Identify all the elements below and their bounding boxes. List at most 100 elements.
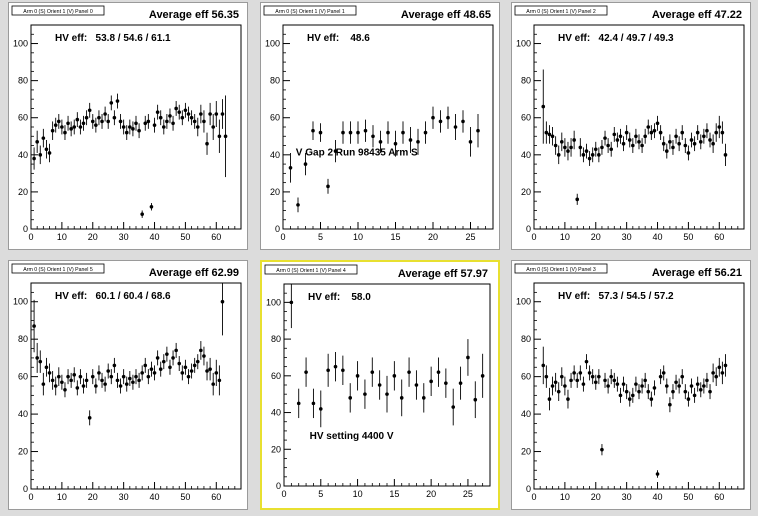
hv-eff-label: HV eff: 53.8 / 54.6 / 61.1 xyxy=(55,33,171,44)
pad-panel-2[interactable]: Arm 0 (S) Orient 1 (V) Panel 2 Average ef… xyxy=(511,2,751,250)
data-point xyxy=(652,128,657,133)
data-point xyxy=(100,378,104,383)
average-eff-label: Average eff 57.97 xyxy=(398,268,488,280)
data-point xyxy=(658,130,663,135)
y-tick-label: 0 xyxy=(23,484,28,494)
data-point xyxy=(680,374,685,379)
y-tick-label: 20 xyxy=(521,187,531,197)
data-point xyxy=(593,380,598,385)
data-point xyxy=(134,374,138,379)
data-point xyxy=(69,378,73,383)
data-point xyxy=(90,374,95,379)
y-tick-label: 40 xyxy=(270,150,280,160)
data-point xyxy=(572,138,576,142)
data-point xyxy=(584,359,589,364)
x-tick-label: 60 xyxy=(714,232,724,242)
data-point xyxy=(363,128,368,133)
data-point xyxy=(50,378,55,383)
data-point xyxy=(84,378,89,383)
data-point xyxy=(612,132,617,137)
data-point xyxy=(569,378,573,383)
data-point xyxy=(431,115,435,120)
x-tick-label: 30 xyxy=(119,492,129,502)
data-point xyxy=(171,121,175,126)
data-point xyxy=(692,393,697,398)
y-tick-label: 60 xyxy=(521,372,531,382)
data-point xyxy=(671,145,675,150)
y-tick-label: 100 xyxy=(266,297,281,307)
data-point xyxy=(121,374,126,379)
data-point xyxy=(631,143,635,148)
pad-panel-1[interactable]: Arm 0 (S) Orient 1 (V) Panel 1 Average ef… xyxy=(260,2,500,250)
plot-svg: Arm 0 (S) Orient 1 (V) Panel 3 Average ef… xyxy=(514,263,745,502)
data-point xyxy=(643,378,647,383)
y-tick-label: 0 xyxy=(275,224,280,234)
data-point xyxy=(333,364,338,369)
y-tick-label: 100 xyxy=(516,297,531,307)
data-point xyxy=(97,115,101,120)
data-point xyxy=(128,376,132,381)
data-point xyxy=(217,134,222,139)
data-point xyxy=(109,101,114,105)
x-tick-label: 50 xyxy=(180,232,190,242)
data-point xyxy=(296,401,301,406)
pad-title-box xyxy=(514,5,608,16)
data-point xyxy=(480,374,485,378)
data-point xyxy=(371,134,375,139)
pad-title: Arm 0 (S) Orient 1 (V) Panel 4 xyxy=(276,268,346,274)
data-point xyxy=(590,374,595,379)
data-point xyxy=(421,396,426,400)
x-tick-label: 40 xyxy=(653,492,663,502)
data-point xyxy=(149,204,154,209)
data-point xyxy=(186,112,191,116)
pad-panel-4[interactable]: Arm 0 (S) Orient 1 (V) Panel 4 Average ef… xyxy=(260,260,500,510)
x-tick-label: 0 xyxy=(281,489,286,499)
data-point xyxy=(646,389,651,394)
data-point xyxy=(634,382,638,386)
pad-title: Arm 0 (S) Orient 1 (V) Panel 3 xyxy=(526,267,596,273)
x-tick-label: 0 xyxy=(28,492,33,502)
data-point xyxy=(53,384,58,388)
data-point xyxy=(72,372,77,377)
data-point xyxy=(112,363,117,368)
y-tick-label: 60 xyxy=(270,113,280,123)
data-point xyxy=(597,153,601,157)
data-point xyxy=(655,121,660,126)
data-point xyxy=(195,125,200,129)
data-point xyxy=(140,371,144,375)
data-point xyxy=(695,130,700,135)
y-tick-label: 80 xyxy=(271,334,281,344)
pad-title-box xyxy=(264,264,358,275)
pad-panel-5[interactable]: Arm 0 (S) Orient 1 (V) Panel 5 Average ef… xyxy=(8,260,248,510)
data-point xyxy=(94,384,98,388)
pad-panel-0[interactable]: Arm 0 (S) Orient 1 (V) Panel 0 Average ef… xyxy=(8,2,248,250)
x-tick-label: 25 xyxy=(463,489,473,499)
y-tick-label: 20 xyxy=(18,187,28,197)
data-point xyxy=(652,386,657,390)
data-point xyxy=(668,402,672,407)
data-point xyxy=(606,384,610,388)
data-point xyxy=(695,382,700,386)
pad-panel-3[interactable]: Arm 0 (S) Orient 1 (V) Panel 3 Average ef… xyxy=(511,260,751,510)
data-point xyxy=(612,378,617,383)
data-point xyxy=(155,110,160,114)
data-point xyxy=(143,121,148,126)
data-point xyxy=(199,348,203,353)
data-point xyxy=(205,369,209,373)
data-point xyxy=(661,371,666,375)
data-point xyxy=(720,371,725,375)
data-point xyxy=(87,108,92,113)
data-point xyxy=(468,140,473,144)
data-point xyxy=(553,143,558,148)
data-point xyxy=(97,371,101,375)
data-point xyxy=(44,147,49,152)
data-point xyxy=(47,151,52,155)
data-point xyxy=(603,136,607,140)
data-point xyxy=(355,374,360,378)
x-tick-label: 5 xyxy=(318,232,323,242)
y-tick-label: 20 xyxy=(270,187,280,197)
data-point xyxy=(566,149,570,153)
data-point xyxy=(189,369,194,373)
data-point xyxy=(640,143,644,148)
data-point xyxy=(668,140,672,144)
